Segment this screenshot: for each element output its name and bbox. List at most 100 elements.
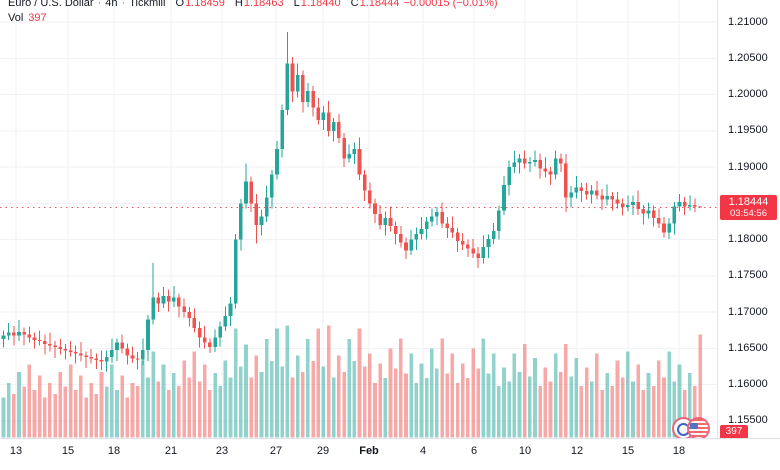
candle-body [104, 357, 109, 362]
volume-bar [275, 328, 279, 438]
time-tick-label: 27 [269, 445, 283, 457]
candle-body [94, 358, 99, 361]
chart-plot-area[interactable] [0, 0, 718, 440]
candle-body [290, 63, 295, 92]
price-axis[interactable]: 1.210001.205001.200001.195001.190001.185… [717, 0, 780, 439]
time-tick-label: 15 [61, 445, 75, 457]
price-tick-label: 1.17500 [728, 269, 768, 282]
interval-label[interactable]: 4h [105, 0, 118, 9]
bar-countdown: 03:54:56 [730, 207, 767, 219]
candle-body [6, 332, 11, 336]
price-tick-label: 1.20500 [728, 51, 768, 64]
high-value: 1.18463 [243, 0, 284, 9]
candle-body [270, 174, 274, 198]
volume-bar [682, 390, 687, 438]
candle-body [517, 158, 522, 163]
volume-bar [450, 353, 455, 438]
candle-body [177, 297, 181, 307]
candle-body [677, 201, 682, 207]
candle-body [507, 167, 511, 186]
candle-body [228, 303, 233, 316]
candle-body [311, 90, 315, 108]
candle-body [388, 217, 393, 226]
volume-bar [141, 360, 145, 438]
symbol-legend: Euro / U.S. Dollar · 4h · Tickmill O1.18459 … [8, 0, 498, 25]
volume-bar [687, 373, 692, 438]
candle-body [146, 319, 150, 350]
candle-body [657, 217, 661, 224]
volume-bar [223, 360, 228, 438]
close-value: 1.18444 [359, 0, 400, 9]
candle-body [682, 201, 687, 207]
candle-body [187, 312, 192, 318]
candle-body [548, 171, 553, 175]
candle-body [512, 162, 517, 168]
candle-body [626, 204, 630, 207]
candle-body [579, 187, 584, 192]
candle-body [17, 331, 21, 336]
chart-canvas[interactable] [0, 0, 718, 438]
volume-bar [233, 328, 238, 438]
volume-bar [631, 381, 635, 438]
volume-bar [528, 376, 532, 438]
candle-body [553, 158, 558, 175]
time-tick-label: 12 [570, 445, 584, 457]
volume-bar [471, 348, 475, 438]
volume-bar [414, 383, 419, 438]
candle-body [497, 210, 501, 231]
volume-bar [316, 328, 321, 438]
candle-body [589, 190, 594, 195]
candle-body [378, 214, 382, 226]
candle-body [424, 221, 429, 229]
candle-body [254, 203, 259, 226]
candle-body [63, 349, 68, 351]
price-tick-label: 1.20000 [728, 88, 768, 101]
price-tick-label: 1.17000 [728, 305, 768, 318]
candle-body [476, 253, 481, 258]
candle-body [543, 168, 548, 172]
volume-bar [280, 366, 284, 438]
volume-bar [409, 353, 413, 438]
candle-body [693, 204, 697, 207]
candle-body [636, 201, 640, 210]
time-tick-label: 10 [518, 445, 532, 457]
volume-bar [589, 381, 594, 438]
volume-bar [677, 364, 682, 438]
candle-body [233, 239, 238, 304]
volume-badge: 397 [720, 425, 748, 439]
time-axis[interactable]: 13 15 18 21 23 27 29 Feb 4 6 10 12 15 18 [0, 438, 780, 470]
volume-bar [445, 373, 450, 438]
candle-body [352, 148, 357, 155]
volume-bar [419, 363, 424, 438]
candle-body [502, 185, 506, 211]
volume-bar [94, 393, 99, 438]
volume-bar [290, 377, 295, 438]
candle-body [295, 74, 300, 92]
candle-body [615, 199, 620, 204]
volume-bar [27, 364, 32, 438]
candle-body [99, 360, 104, 362]
volume-bar [6, 382, 11, 438]
volume-bar [383, 378, 388, 438]
volume-bar [53, 393, 57, 438]
volume-bar [347, 339, 352, 438]
volume-bar [177, 386, 181, 438]
volume-legend-value: 397 [28, 12, 47, 24]
volume-bar [1, 397, 6, 438]
candle-body [558, 158, 563, 164]
volume-bar [522, 343, 527, 438]
candle-body [249, 181, 253, 204]
candle-body [600, 195, 604, 200]
volume-bar [693, 386, 697, 438]
volume-bar [104, 386, 109, 438]
volume-bar [202, 364, 207, 438]
volume-bar [135, 386, 140, 438]
volume-bar [362, 366, 367, 438]
volume-bar [657, 360, 661, 438]
candle-body [48, 344, 52, 346]
candle-body [89, 357, 94, 359]
candle-body [171, 297, 176, 302]
volume-bar [249, 377, 253, 438]
volume-bar [620, 377, 625, 438]
symbol-title[interactable]: Euro / U.S. Dollar [8, 0, 94, 9]
